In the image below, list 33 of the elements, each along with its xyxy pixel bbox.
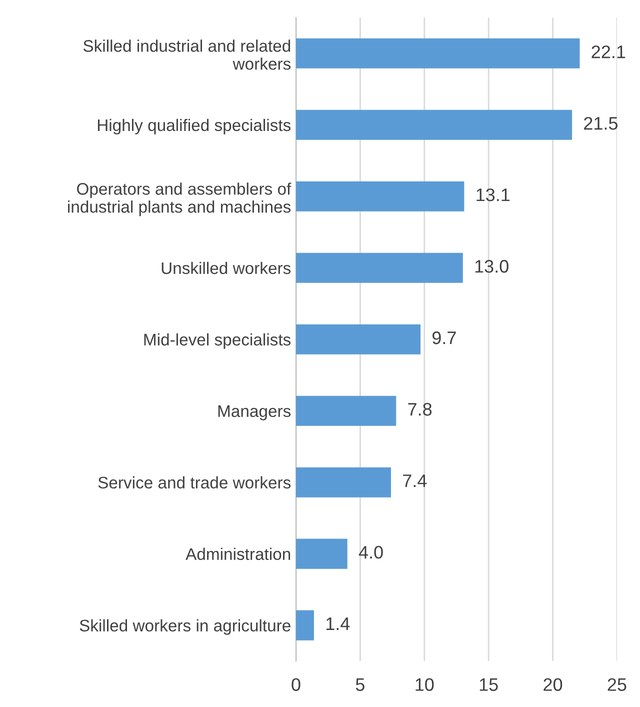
bar [296, 538, 348, 569]
bar [296, 252, 463, 283]
bar [296, 610, 314, 640]
x-tick-label: 5 [356, 678, 364, 691]
data-label: 13.0 [475, 260, 508, 273]
bar [296, 396, 396, 426]
x-tick-label: 25 [608, 678, 626, 691]
bar [296, 324, 421, 354]
data-label: 4.0 [358, 546, 383, 559]
data-label: 22.1 [592, 45, 626, 58]
data-label: 7.4 [403, 474, 427, 487]
data-label: 13.1 [476, 188, 510, 202]
x-tick-label: 0 [292, 678, 300, 691]
x-tick-label: 15 [480, 678, 498, 691]
x-tick-label: 20 [544, 678, 562, 691]
bar [296, 181, 464, 212]
bar [296, 467, 392, 498]
y-tick-label: Operators and assemblers of industrial plants and machines [68, 182, 292, 216]
data-label: 1.4 [326, 618, 350, 630]
bar [296, 110, 572, 140]
y-tick-label: Highly qualified specialists [98, 118, 291, 134]
data-label: 7.8 [408, 402, 432, 416]
y-tick-label: Service and trade workers [98, 476, 291, 489]
y-tick-label: Mid-level specialists [144, 333, 291, 349]
x-tick-label: 10 [416, 678, 434, 691]
y-tick-label: Skilled workers in agriculture [80, 619, 290, 635]
data-label: 21.5 [584, 116, 618, 130]
bar [296, 38, 580, 68]
data-label: 9.7 [432, 331, 456, 344]
y-tick-label: Skilled industrial and related workers [83, 40, 291, 70]
y-tick-label: Unskilled workers [162, 262, 291, 274]
y-tick-label: Managers [218, 405, 291, 420]
y-tick-label: Administration [186, 548, 290, 560]
